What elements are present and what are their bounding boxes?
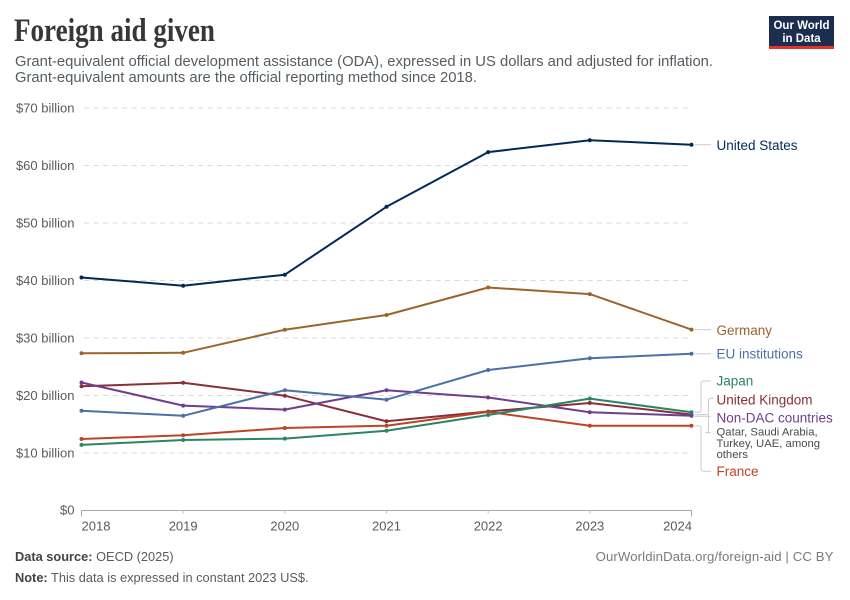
svg-text:$70 billion: $70 billion [16, 101, 75, 116]
svg-text:Qatar, Saudi Arabia,: Qatar, Saudi Arabia, [717, 427, 818, 439]
svg-text:2019: 2019 [169, 519, 198, 534]
svg-text:$30 billion: $30 billion [16, 331, 75, 346]
svg-text:others: others [717, 449, 749, 461]
svg-text:2020: 2020 [270, 519, 299, 534]
svg-text:$50 billion: $50 billion [16, 216, 75, 231]
svg-text:$60 billion: $60 billion [16, 158, 75, 173]
svg-text:$0: $0 [60, 503, 74, 518]
svg-text:Turkey, UAE, among: Turkey, UAE, among [717, 438, 821, 450]
svg-text:2023: 2023 [575, 519, 604, 534]
svg-text:France: France [717, 464, 759, 479]
svg-text:EU institutions: EU institutions [717, 347, 804, 362]
svg-text:Non-DAC countries: Non-DAC countries [717, 411, 834, 426]
svg-text:United States: United States [717, 138, 798, 153]
svg-text:Germany: Germany [717, 323, 773, 338]
svg-text:$20 billion: $20 billion [16, 388, 75, 403]
svg-text:Japan: Japan [717, 374, 754, 389]
svg-text:$40 billion: $40 billion [16, 273, 75, 288]
svg-text:2018: 2018 [82, 519, 111, 534]
svg-text:United Kingdom: United Kingdom [717, 393, 813, 408]
svg-text:2022: 2022 [474, 519, 503, 534]
svg-text:2021: 2021 [372, 519, 401, 534]
svg-text:$10 billion: $10 billion [16, 446, 75, 461]
svg-text:2024: 2024 [663, 519, 692, 534]
